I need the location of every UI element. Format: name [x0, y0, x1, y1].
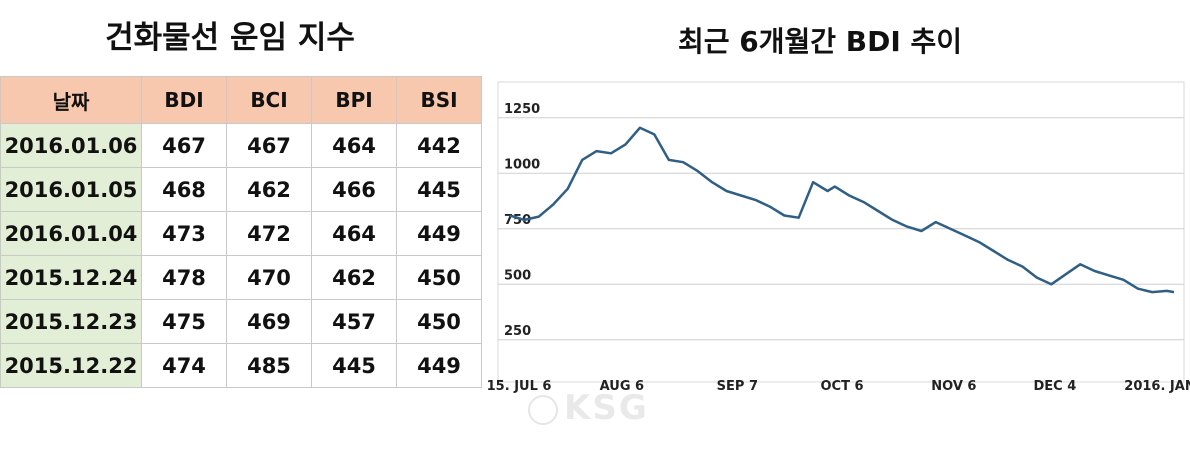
y-tick-label: 250	[504, 324, 531, 339]
table-row: 2016.01.04 473 472 464 449	[0, 211, 482, 256]
cell-bpi: 464	[311, 123, 397, 168]
header-bpi: BPI	[311, 76, 397, 124]
table-row: 2015.12.24 478 470 462 450	[0, 255, 482, 300]
x-tick-label: 2015. JUL 6	[488, 379, 551, 394]
cell-bdi: 468	[141, 167, 227, 212]
cell-date: 2016.01.05	[0, 167, 142, 212]
x-tick-labels: 2015. JUL 6 AUG 6 SEP 7 OCT 6 NOV 6 DEC 4 2016…	[488, 379, 1190, 394]
header-bci: BCI	[226, 76, 312, 124]
cell-bsi: 450	[396, 255, 482, 300]
table-header-row: 날짜 BDI BCI BPI BSI	[0, 76, 482, 124]
x-tick-label: SEP 7	[717, 379, 758, 394]
cell-date: 2015.12.22	[0, 343, 142, 388]
table-row: 2015.12.22 474 485 445 449	[0, 343, 482, 388]
watermark-text: KSG	[564, 388, 649, 428]
chart-frame	[497, 81, 1185, 383]
table-row: 2016.01.05 468 462 466 445	[0, 167, 482, 212]
cell-bdi: 467	[141, 123, 227, 168]
seal-icon	[528, 394, 558, 425]
y-tick-label: 1000	[504, 157, 540, 172]
x-tick-label: OCT 6	[820, 379, 863, 394]
x-tick-label: DEC 4	[1034, 379, 1077, 394]
x-tick-label: NOV 6	[931, 379, 976, 394]
header-bsi: BSI	[396, 76, 482, 124]
cell-bdi: 474	[141, 343, 227, 388]
cell-bsi: 449	[396, 211, 482, 256]
cell-bci: 485	[226, 343, 312, 388]
cell-bci: 470	[226, 255, 312, 300]
cell-date: 2015.12.24	[0, 255, 142, 300]
freight-index-table: 날짜 BDI BCI BPI BSI 2016.01.06 467 467 46…	[0, 76, 482, 388]
cell-bpi: 445	[311, 343, 397, 388]
x-tick-label: 2016. JAN 4	[1124, 379, 1190, 394]
chart-grid	[498, 117, 1184, 341]
cell-bsi: 449	[396, 343, 482, 388]
cell-bci: 469	[226, 299, 312, 344]
cell-date: 2015.12.23	[0, 299, 142, 344]
table-title: 건화물선 운임 지수	[105, 20, 355, 56]
table-row: 2015.12.23 475 469 457 450	[0, 299, 482, 344]
cell-bsi: 450	[396, 299, 482, 344]
header-date: 날짜	[0, 76, 142, 124]
cell-bci: 462	[226, 167, 312, 212]
ksg-watermark: KSG	[528, 388, 649, 428]
cell-bci: 472	[226, 211, 312, 256]
bdi-series-line	[509, 126, 1175, 294]
y-tick-label: 500	[504, 268, 531, 283]
cell-bsi: 442	[396, 123, 482, 168]
cell-bci: 467	[226, 123, 312, 168]
cell-bsi: 445	[396, 167, 482, 212]
cell-bdi: 475	[141, 299, 227, 344]
header-bdi: BDI	[141, 76, 227, 124]
cell-date: 2016.01.06	[0, 123, 142, 168]
y-tick-label: 1250	[504, 102, 540, 117]
table-row: 2016.01.06 467 467 464 442	[0, 123, 482, 168]
chart-title: 최근 6개월간 BDI 추이	[677, 25, 963, 58]
cell-bdi: 478	[141, 255, 227, 300]
cell-bdi: 473	[141, 211, 227, 256]
cell-bpi: 457	[311, 299, 397, 344]
cell-bpi: 462	[311, 255, 397, 300]
x-tick-label: AUG 6	[600, 379, 644, 394]
cell-bpi: 464	[311, 211, 397, 256]
cell-date: 2016.01.04	[0, 211, 142, 256]
cell-bpi: 466	[311, 167, 397, 212]
